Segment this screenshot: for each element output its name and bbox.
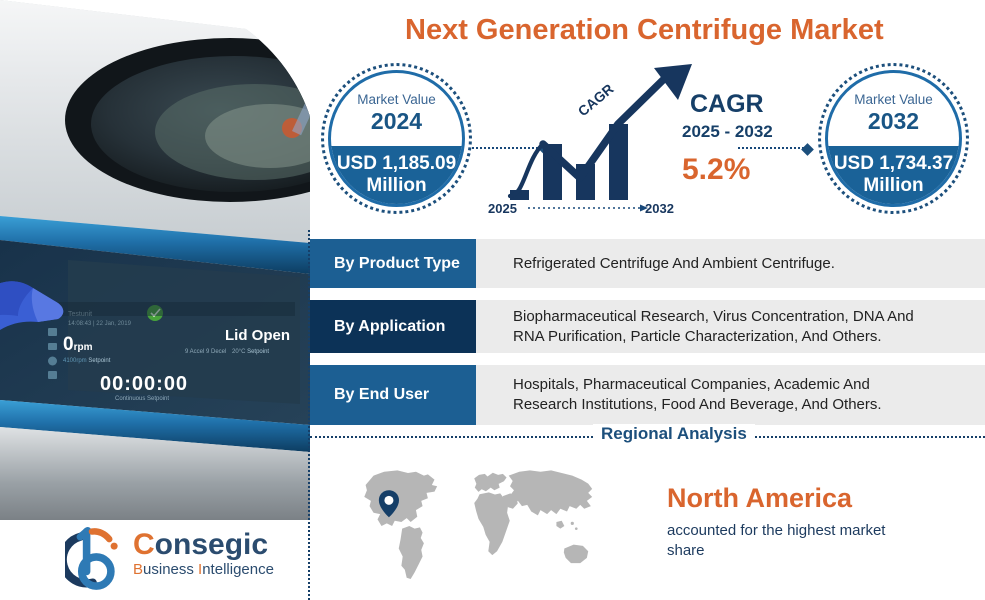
svg-text:Continuous Setpoint: Continuous Setpoint [115,396,169,402]
svg-text:00:00:00: 00:00:00 [100,373,188,395]
svg-text:2032: 2032 [645,201,674,215]
svg-text:20°C Setpoint: 20°C Setpoint [232,349,269,355]
svg-text:4100rpm Setpoint: 4100rpm Setpoint [63,358,111,364]
svg-text:9 Accel 9 Decel: 9 Accel 9 Decel [185,349,226,355]
svg-text:CAGR: CAGR [575,81,617,120]
svg-text:14:08:43 | 22 Jan, 2019: 14:08:43 | 22 Jan, 2019 [68,321,132,327]
svg-text:Lid Open: Lid Open [225,327,290,344]
svg-text:2025: 2025 [488,201,517,215]
